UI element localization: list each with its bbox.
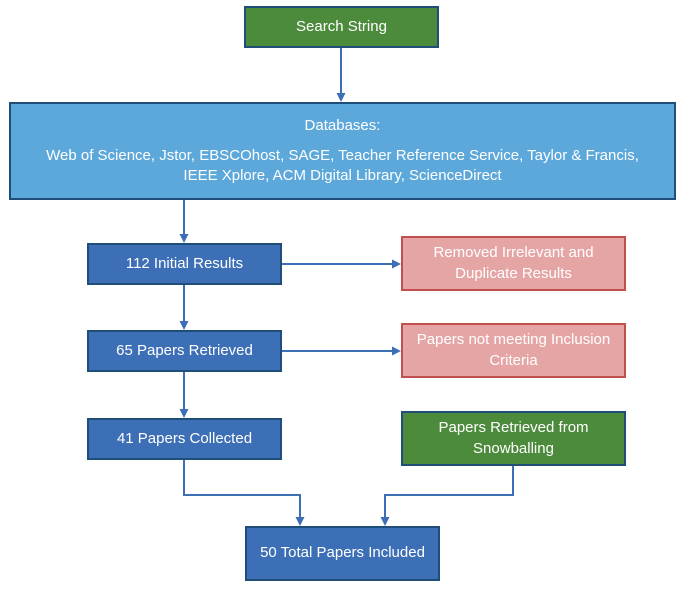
node-removed-irrelevant: Removed Irrelevant and Duplicate Results [401,236,626,291]
label: 41 Papers Collected [117,429,252,449]
node-papers-collected: 41 Papers Collected [87,418,282,460]
node-not-meeting: Papers not meeting Inclusion Criteria [401,323,626,378]
body: Web of Science, Jstor, EBSCOhost, SAGE, … [21,146,664,187]
label: Search String [296,17,387,37]
flowchart-arrows [0,0,685,603]
label: Papers not meeting Inclusion Criteria [413,330,614,371]
label: 50 Total Papers Included [260,543,425,563]
label: Removed Irrelevant and Duplicate Results [413,243,614,284]
node-papers-retrieved: 65 Papers Retrieved [87,330,282,372]
label: 112 Initial Results [126,254,243,274]
title: Databases: [305,116,381,136]
node-total-included: 50 Total Papers Included [245,526,440,581]
node-snowballing: Papers Retrieved from Snowballing [401,411,626,466]
node-databases: Databases: Web of Science, Jstor, EBSCOh… [9,102,676,200]
node-search-string: Search String [244,6,439,48]
label: Papers Retrieved from Snowballing [413,418,614,459]
label: 65 Papers Retrieved [116,341,253,361]
node-initial-results: 112 Initial Results [87,243,282,285]
